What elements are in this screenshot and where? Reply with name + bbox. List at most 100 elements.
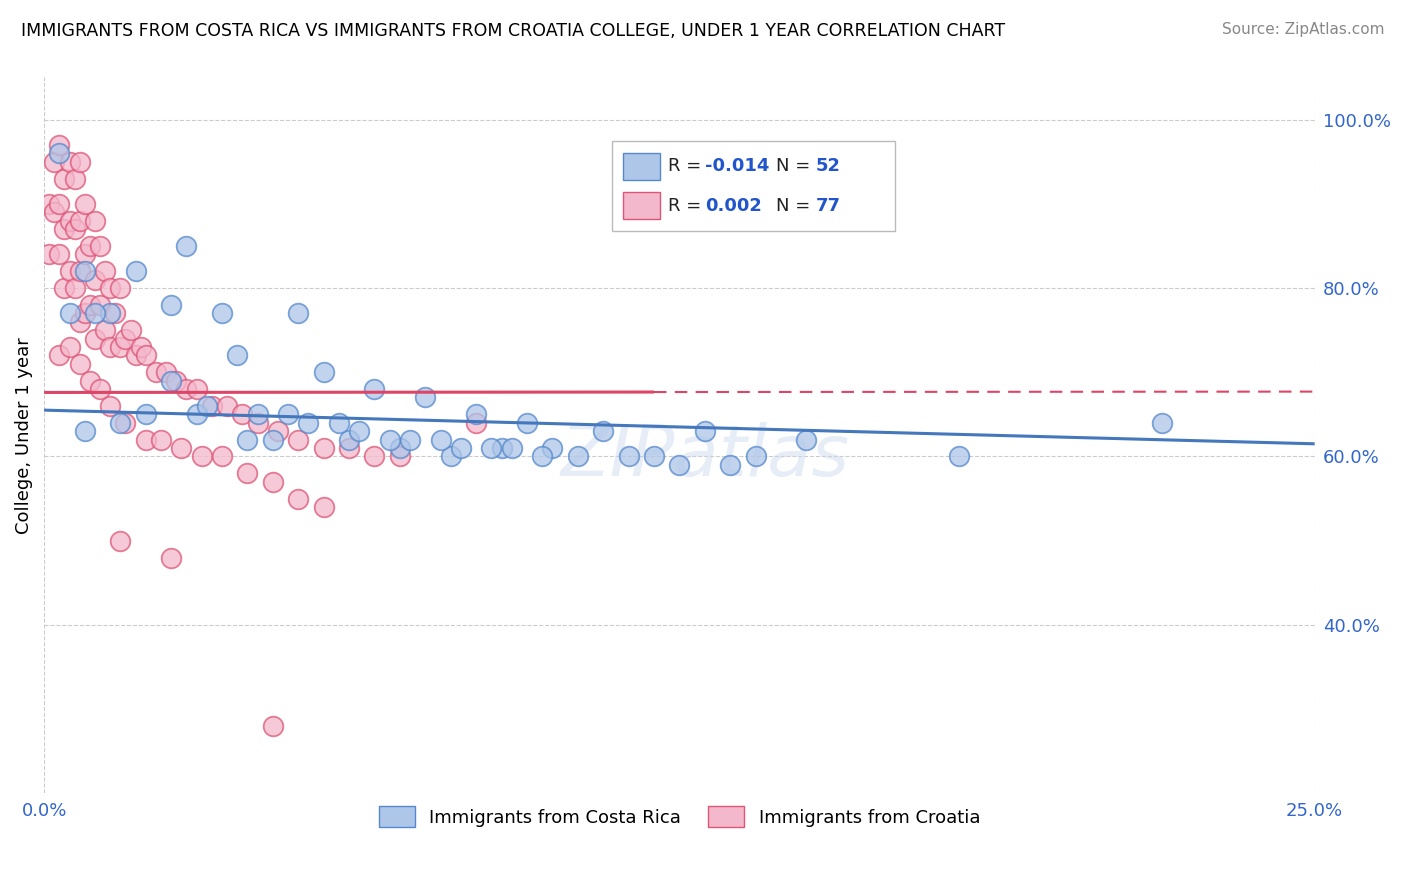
Point [124,348,146,362]
Point [160,374,183,388]
Point [114,416,136,430]
Text: Source: ZipAtlas.com: Source: ZipAtlas.com [1222,22,1385,37]
Point [236,467,259,481]
Point [58,264,80,278]
Text: ZIPatlas: ZIPatlas [561,423,849,491]
Point [84,272,107,286]
Point [69,154,91,169]
Point [110,533,132,548]
Point [262,433,284,447]
Point [217,399,239,413]
Y-axis label: College, Under 1 year: College, Under 1 year [15,337,32,533]
Point [297,416,319,430]
Point [53,222,76,236]
Point [246,416,269,430]
Point [531,450,554,464]
Point [236,433,259,447]
Point [135,348,157,362]
Point [69,213,91,227]
FancyBboxPatch shape [612,142,896,231]
Point [312,365,335,379]
Point [94,264,117,278]
Point [110,416,132,430]
Point [465,408,488,422]
Point [48,137,70,152]
Point [89,239,111,253]
Point [363,382,385,396]
Point [53,281,76,295]
Point [328,416,350,430]
Point [73,424,96,438]
Point [501,441,523,455]
Point [38,196,60,211]
Point [388,441,411,455]
Point [287,306,309,320]
Point [98,340,121,354]
Text: 77: 77 [815,196,841,215]
Point [312,500,335,514]
Point [718,458,741,472]
Point [176,239,198,253]
Point [450,441,472,455]
Bar [623,193,659,219]
Point [114,332,136,346]
Point [48,247,70,261]
Point [287,433,309,447]
Point [440,450,463,464]
Point [73,196,96,211]
Point [89,298,111,312]
Point [516,416,538,430]
Point [413,391,436,405]
Point [63,171,86,186]
Text: N =: N = [776,196,815,215]
Point [668,458,690,472]
Point [38,247,60,261]
Point [796,433,818,447]
Point [388,450,411,464]
Point [277,408,299,422]
Point [378,433,401,447]
Point [567,450,589,464]
Point [429,433,451,447]
Point [592,424,614,438]
Point [160,298,183,312]
Point [363,450,385,464]
Point [491,441,513,455]
Point [190,450,212,464]
Text: R =: R = [668,196,707,215]
Point [98,399,121,413]
Point [186,408,208,422]
Point [48,146,70,161]
Point [98,306,121,320]
Point [347,424,370,438]
Text: R =: R = [668,157,707,176]
Point [58,154,80,169]
Point [129,340,152,354]
Point [48,348,70,362]
Point [104,306,127,320]
Point [53,171,76,186]
Point [744,450,766,464]
Point [84,213,107,227]
Point [94,323,117,337]
Point [541,441,564,455]
Point [1152,416,1174,430]
Point [211,306,233,320]
Point [262,719,284,733]
Point [69,264,91,278]
Point [48,196,70,211]
Point [693,424,716,438]
Text: N =: N = [776,157,815,176]
Point [79,298,101,312]
Point [58,306,80,320]
Point [73,306,96,320]
Point [165,374,187,388]
Text: 52: 52 [815,157,841,176]
Point [262,475,284,489]
Point [44,205,66,219]
Point [231,408,253,422]
Point [643,450,665,464]
Point [73,247,96,261]
Point [145,365,167,379]
Point [170,441,193,455]
